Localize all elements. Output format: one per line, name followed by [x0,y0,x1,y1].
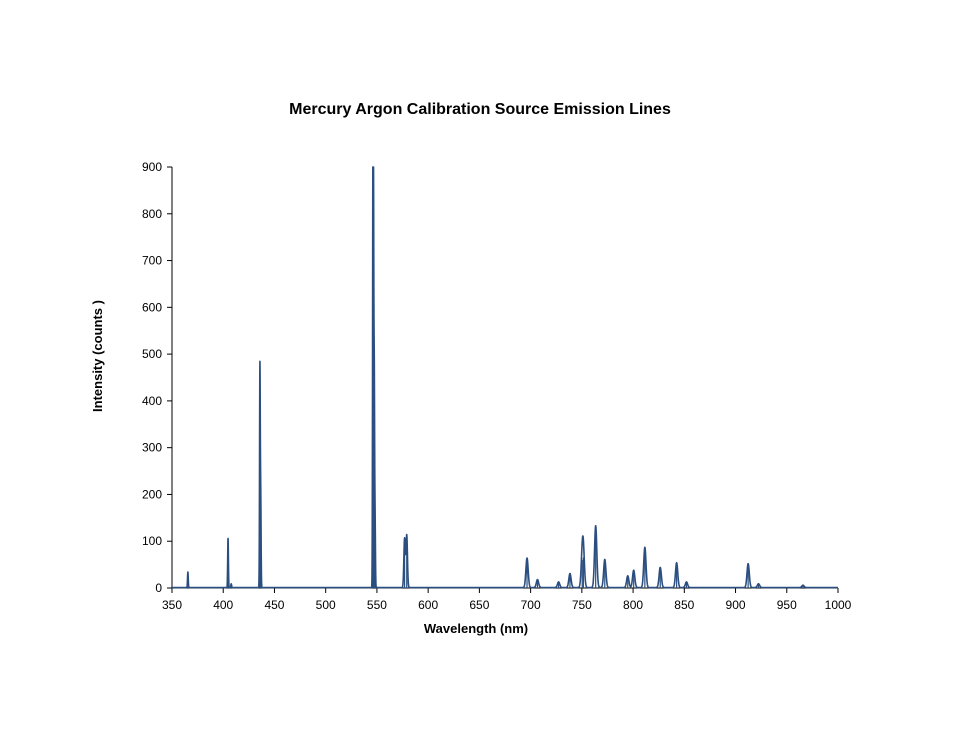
y-axis: 0 100 200 300 400 500 600 700 800 900 [142,160,173,595]
y-tick-label: 500 [142,347,162,361]
y-tick-label: 900 [142,160,162,174]
y-tick-label: 700 [142,254,162,268]
x-tick-label: 700 [521,598,541,612]
y-tick-label: 0 [155,581,162,595]
x-tick-label: 350 [162,598,182,612]
x-tick-label: 450 [264,598,284,612]
chart-title: Mercury Argon Calibration Source Emissio… [289,101,671,118]
x-tick-label: 850 [674,598,694,612]
x-tick-label: 750 [572,598,592,612]
y-axis-title: Intensity (counts ) [90,300,105,412]
y-tick-label: 600 [142,300,162,314]
y-tick-label: 200 [142,487,162,501]
x-tick-label: 950 [777,598,797,612]
x-tick-label: 1000 [825,598,852,612]
x-tick-label: 400 [213,598,233,612]
y-tick-label: 300 [142,441,162,455]
x-axis: 350 400 450 500 550 600 650 700 750 800 850 900 950 1… [162,587,852,612]
x-tick-label: 600 [418,598,438,612]
x-axis-title: Wavelength (nm) [424,621,528,636]
x-tick-label: 800 [623,598,643,612]
spectrum-line [171,166,839,589]
x-tick-label: 550 [367,598,387,612]
y-tick-label: 800 [142,207,162,221]
y-tick-label: 400 [142,394,162,408]
x-tick-label: 650 [469,598,489,612]
series-group [171,166,839,589]
x-tick-label: 900 [726,598,746,612]
y-tick-label: 100 [142,534,162,548]
x-tick-label: 500 [316,598,336,612]
